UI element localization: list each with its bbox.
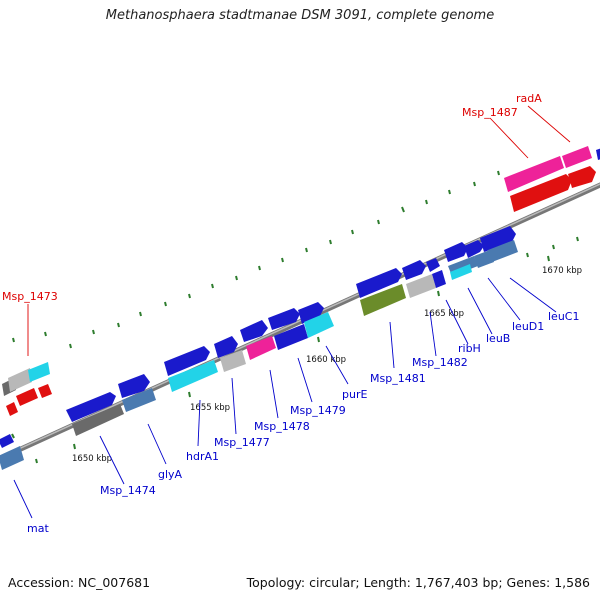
gene-arrow (274, 324, 308, 350)
accession-text: Accession: NC_007681 (8, 575, 151, 590)
gene-arrow (28, 362, 50, 382)
gene-label-msp1479: Msp_1479 (290, 404, 346, 417)
gene-arrow (214, 336, 238, 358)
gene-label-msp1474: Msp_1474 (100, 484, 156, 497)
gene-arrow (268, 308, 300, 330)
gene-arrow (16, 388, 38, 406)
scale-label-1655: 1655 kbp (190, 403, 230, 413)
gene-arrow (38, 384, 52, 398)
gene-arrow (72, 404, 124, 436)
gene-arrow (164, 346, 210, 376)
gene-arrow (426, 258, 440, 272)
gene-label-pure: purE (342, 388, 367, 401)
gene-arrow (220, 350, 246, 372)
gene-label-msp1482: Msp_1482 (412, 356, 468, 369)
scale-label-1665: 1665 kbp (424, 309, 464, 319)
gene-label-msp1477: Msp_1477 (214, 436, 270, 449)
gene-arrow (562, 146, 592, 168)
gene-arrow (168, 360, 218, 392)
gene-arrow (0, 434, 14, 448)
gene-arrow (474, 250, 494, 268)
outer-tick-ring (11, 170, 579, 464)
gene-label-rada: radA (516, 92, 542, 105)
gene-arrow (510, 174, 572, 212)
map-title: Methanosphaera stadtmanae DSM 3091, comp… (105, 8, 495, 23)
gene-arrow (8, 368, 32, 392)
gene-group-left (0, 362, 52, 470)
gene-arrow (480, 226, 516, 252)
gene-arrow (304, 312, 334, 338)
gene-arrow (122, 388, 156, 412)
highlight-leaders (27, 105, 571, 356)
label-leaders (13, 277, 557, 519)
gene-label-glya: glyA (158, 468, 183, 481)
gene-arrow (66, 392, 116, 422)
gene-arrow (356, 268, 402, 298)
scale-label-1650: 1650 kbp (72, 454, 112, 464)
gene-group-1665 (356, 226, 518, 316)
gene-arrow (240, 320, 268, 342)
gene-arrow (402, 260, 426, 280)
gene-group-right (504, 146, 600, 212)
gene-label-mat: mat (27, 522, 49, 535)
gene-arrow (406, 274, 436, 298)
gene-label-leub: leuB (486, 332, 510, 345)
gene-arrow (464, 240, 484, 258)
scale-label-1670: 1670 kbp (542, 266, 582, 276)
gene-arrow (118, 374, 150, 398)
gene-arrow (450, 264, 472, 280)
gene-label-leud1: leuD1 (512, 320, 544, 333)
gene-arrow (6, 402, 18, 416)
gene-arrow (246, 336, 276, 360)
gene-group-1655 (164, 302, 334, 392)
gene-label-ribh: ribH (458, 342, 481, 355)
gene-arrow (298, 302, 324, 324)
gene-arrow (568, 166, 596, 188)
scale-label-1660: 1660 kbp (306, 355, 346, 365)
gene-label-msp1487: Msp_1487 (462, 106, 518, 119)
gene-label-leuc1: leuC1 (548, 310, 579, 323)
gene-arrow (432, 270, 446, 288)
gene-label-msp1481: Msp_1481 (370, 372, 426, 385)
genome-summary-text: Topology: circular; Length: 1,767,403 bp… (246, 575, 590, 590)
scale-ticks (73, 255, 550, 450)
gene-arrow (444, 242, 468, 262)
gene-arrow (0, 446, 24, 470)
gene-arrow (360, 284, 406, 316)
gene-label-hdra1: hdrA1 (186, 450, 219, 463)
gene-arrow (488, 240, 518, 262)
gene-label-msp1478: Msp_1478 (254, 420, 310, 433)
gene-arrow (596, 148, 600, 160)
gene-arrow (504, 156, 564, 192)
gene-label-msp1473: Msp_1473 (2, 290, 58, 303)
gene-group-1650 (66, 374, 156, 436)
